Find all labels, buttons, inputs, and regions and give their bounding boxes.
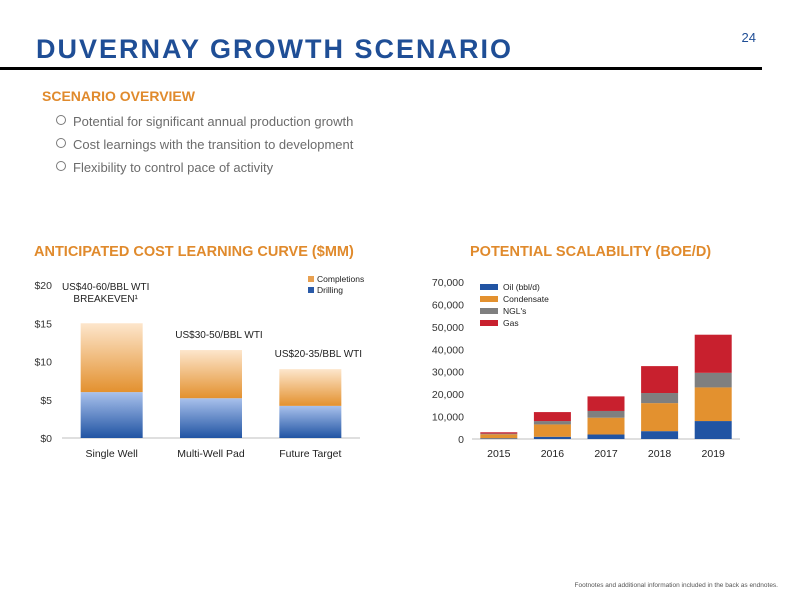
y-tick-label: 60,000 bbox=[432, 299, 464, 311]
circle-bullet-icon bbox=[56, 161, 66, 171]
ngl-s-bar bbox=[587, 410, 625, 418]
breakeven-annotation: US$20-35/BBL WTI bbox=[275, 349, 362, 360]
circle-bullet-icon bbox=[56, 138, 66, 148]
overview-bullet: Potential for significant annual product… bbox=[56, 112, 353, 135]
condensate-bar bbox=[694, 387, 732, 422]
y-tick-label: 30,000 bbox=[432, 367, 464, 379]
x-tick-label: 2019 bbox=[702, 448, 726, 460]
drilling-bar bbox=[80, 392, 143, 438]
drilling-legend-label: Drilling bbox=[317, 285, 343, 295]
scenario-overview-heading: SCENARIO OVERVIEW bbox=[42, 88, 195, 104]
overview-bullet-text: Flexibility to control pace of activity bbox=[73, 160, 274, 175]
gas-legend-label: Gas bbox=[503, 318, 519, 328]
scalability-chart-title: POTENTIAL SCALABILITY (BOE/D) bbox=[470, 244, 712, 260]
x-tick-label: 2015 bbox=[487, 448, 511, 460]
drilling-legend-swatch bbox=[308, 287, 314, 293]
gas-bar bbox=[641, 366, 679, 394]
oil-bbl-d-legend-swatch bbox=[480, 284, 498, 290]
ngl-s-bar bbox=[641, 393, 679, 404]
oil-bbl-d-bar bbox=[533, 436, 571, 439]
x-tick-label: 2018 bbox=[648, 448, 672, 460]
overview-bullet-list: Potential for significant annual product… bbox=[56, 112, 353, 181]
gas-legend-swatch bbox=[480, 320, 498, 326]
circle-bullet-icon bbox=[56, 115, 66, 125]
title-divider bbox=[0, 67, 762, 70]
ngl-s-bar bbox=[694, 372, 732, 388]
x-tick-label: Future Target bbox=[279, 448, 341, 460]
completions-bar bbox=[180, 350, 242, 399]
oil-bbl-d-legend-label: Oil (bbl/d) bbox=[503, 282, 540, 292]
ngl-s-bar bbox=[480, 433, 518, 435]
gas-bar bbox=[480, 432, 518, 434]
y-tick-label: 10,000 bbox=[432, 412, 464, 424]
condensate-bar bbox=[641, 403, 679, 432]
breakeven-annotation: US$40-60/BBL WTI bbox=[62, 282, 149, 293]
cost-learning-curve-chart: $0 $5 $10 $15 $20 Single Well US$40-60/BBL WTI… bbox=[34, 274, 364, 460]
y-tick-label: $15 bbox=[34, 318, 52, 330]
oil-bbl-d-bar bbox=[587, 434, 625, 439]
y-tick-label: $20 bbox=[34, 280, 52, 292]
page-number: 24 bbox=[741, 30, 756, 45]
gas-bar bbox=[694, 334, 732, 373]
completions-bar bbox=[80, 323, 143, 393]
y-tick-label: 70,000 bbox=[432, 277, 464, 289]
overview-bullet-text: Potential for significant annual product… bbox=[73, 114, 354, 129]
oil-bbl-d-bar bbox=[480, 438, 518, 439]
ngl-s-legend-label: NGL's bbox=[503, 306, 526, 316]
drilling-bar bbox=[279, 405, 342, 438]
y-tick-label: 50,000 bbox=[432, 322, 464, 334]
drilling-bar bbox=[180, 398, 242, 438]
breakeven-annotation: US$30-50/BBL WTI bbox=[175, 330, 262, 341]
completions-bar bbox=[279, 369, 342, 406]
overview-bullet-text: Cost learnings with the transition to de… bbox=[73, 137, 354, 152]
cost-curve-chart-title: ANTICIPATED COST LEARNING CURVE ($MM) bbox=[34, 244, 354, 260]
overview-bullet: Flexibility to control pace of activity bbox=[56, 158, 353, 181]
x-tick-label: 2016 bbox=[541, 448, 565, 460]
y-tick-label: $10 bbox=[34, 357, 52, 369]
x-tick-label: Single Well bbox=[85, 448, 137, 460]
condensate-bar bbox=[587, 417, 625, 435]
footnote: Footnotes and additional information inc… bbox=[574, 582, 778, 589]
gas-bar bbox=[587, 396, 625, 411]
condensate-bar bbox=[533, 424, 571, 437]
overview-bullet: Cost learnings with the transition to de… bbox=[56, 135, 353, 158]
ngl-s-bar bbox=[533, 421, 571, 425]
x-tick-label: Multi-Well Pad bbox=[177, 448, 245, 460]
y-tick-label: $0 bbox=[40, 433, 52, 445]
x-tick-label: 2017 bbox=[594, 448, 618, 460]
condensate-legend-label: Condensate bbox=[503, 294, 549, 304]
y-tick-label: 20,000 bbox=[432, 389, 464, 401]
ngl-s-legend-swatch bbox=[480, 308, 498, 314]
oil-bbl-d-bar bbox=[641, 431, 679, 439]
completions-legend-label: Completions bbox=[317, 274, 364, 284]
oil-bbl-d-bar bbox=[694, 421, 732, 439]
condensate-bar bbox=[480, 434, 518, 439]
breakeven-annotation: BREAKEVEN¹ bbox=[73, 294, 138, 305]
condensate-legend-swatch bbox=[480, 296, 498, 302]
potential-scalability-chart: 0 10,000 20,000 30,000 40,000 50,000 60,000 70,… bbox=[432, 277, 740, 460]
y-tick-label: $5 bbox=[40, 395, 52, 407]
y-tick-label: 0 bbox=[458, 434, 464, 446]
gas-bar bbox=[533, 412, 571, 422]
y-tick-label: 40,000 bbox=[432, 344, 464, 356]
completions-legend-swatch bbox=[308, 276, 314, 282]
page-title: DUVERNAY GROWTH SCENARIO bbox=[36, 34, 514, 64]
